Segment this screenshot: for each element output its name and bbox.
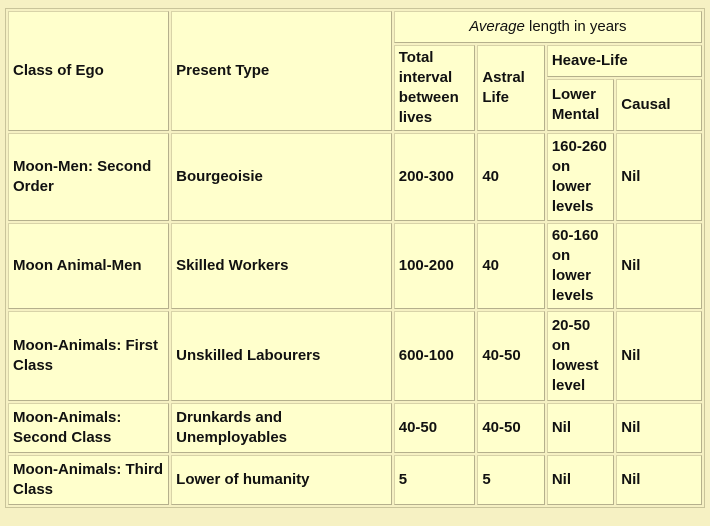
- table-cell: 200-300: [393, 133, 476, 221]
- table-row: Moon-Animals: Third Class Lower of humani…: [8, 455, 702, 505]
- table-cell: 5: [393, 455, 476, 505]
- header-cell: Average length in years: [393, 11, 702, 43]
- table-cell: 100-200: [393, 223, 476, 309]
- header-text: length in years: [528, 18, 627, 35]
- table-cell: Skilled Workers: [171, 223, 392, 309]
- table-cell: 40-50: [477, 403, 545, 453]
- table-cell: Nil: [616, 133, 702, 221]
- table-body: Moon-Men: Second Order Bourgeoisie 200-300…: [8, 133, 702, 505]
- table-cell: 5: [477, 455, 545, 505]
- table-cell: Moon-Animals: Third Class: [8, 455, 170, 505]
- table-cell: Moon-Men: Second Order: [8, 133, 170, 221]
- header-cell: Total interval between lives: [393, 45, 476, 131]
- table-cell: 40: [477, 223, 545, 309]
- table-cell: 40: [477, 133, 545, 221]
- ego-table: Class of Ego Present Type Average length…: [5, 8, 705, 508]
- header-cell: Causal: [616, 79, 702, 131]
- table-cell: 60-160 on lower levels: [546, 223, 615, 309]
- header-italic: Average: [469, 18, 525, 35]
- table-cell: Moon Animal-Men: [8, 223, 170, 309]
- table-row: Moon Animal-Men Skilled Workers 100-200 40 6…: [8, 223, 702, 309]
- table-cell: Nil: [616, 455, 702, 505]
- table-cell: Nil: [546, 455, 615, 505]
- table-row: Moon-Animals: First Class Unskilled Labou…: [8, 311, 702, 401]
- table-cell: Nil: [546, 403, 615, 453]
- table-cell: 40-50: [393, 403, 476, 453]
- header-cell: Heave-Life: [546, 45, 702, 77]
- table-cell: 600-100: [393, 311, 476, 401]
- table-cell: Nil: [616, 403, 702, 453]
- table-row: Moon-Men: Second Order Bourgeoisie 200-300…: [8, 133, 702, 221]
- table-cell: Drunkards and Unemployables: [171, 403, 392, 453]
- table-cell: 40-50: [477, 311, 545, 401]
- table-cell: 20-50 on lowest level: [546, 311, 615, 401]
- table-cell: Moon-Animals: Second Class: [8, 403, 170, 453]
- header-cell: Lower Mental: [546, 79, 615, 131]
- header-cell: Astral Life: [477, 45, 545, 131]
- table-cell: Nil: [616, 311, 702, 401]
- table-cell: Moon-Animals: First Class: [8, 311, 170, 401]
- table-row: Moon-Animals: Second Class Drunkards and …: [8, 403, 702, 453]
- table-cell: Lower of humanity: [171, 455, 392, 505]
- header-cell: Present Type: [171, 11, 392, 131]
- header-cell: Class of Ego: [8, 11, 170, 131]
- table-cell: Nil: [616, 223, 702, 309]
- table-cell: 160-260 on lower levels: [546, 133, 615, 221]
- table-cell: Bourgeoisie: [171, 133, 392, 221]
- table-cell: Unskilled Labourers: [171, 311, 392, 401]
